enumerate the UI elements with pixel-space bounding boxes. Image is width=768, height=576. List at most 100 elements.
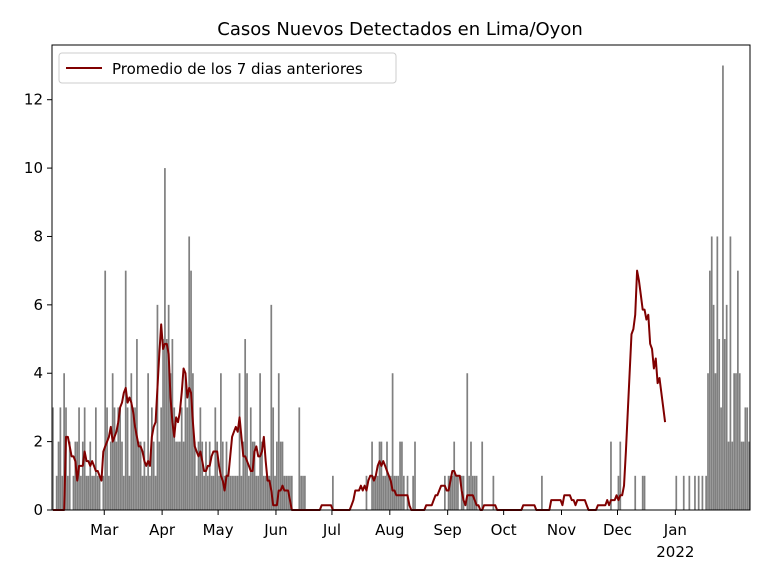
bar xyxy=(98,475,101,510)
bar xyxy=(106,407,108,510)
bar xyxy=(492,475,495,510)
bar xyxy=(173,407,176,510)
bar xyxy=(214,407,217,510)
bar xyxy=(229,475,232,510)
x-tick-label: Oct xyxy=(491,521,517,539)
bar xyxy=(147,373,149,510)
y-axis: 0 2 4 6 8 10 12 xyxy=(24,91,52,519)
bar xyxy=(121,441,123,510)
bar xyxy=(195,475,198,510)
bar xyxy=(457,475,459,510)
x-year-label: 2022 xyxy=(656,543,694,561)
bar xyxy=(55,475,58,510)
bar xyxy=(193,441,196,510)
x-tick-label: Jan xyxy=(663,521,687,539)
bar xyxy=(251,441,254,510)
bar xyxy=(141,475,144,510)
bar xyxy=(115,441,118,510)
bar xyxy=(122,475,125,510)
bar xyxy=(731,441,734,510)
bar xyxy=(406,475,409,510)
bar xyxy=(164,168,166,510)
bar xyxy=(231,475,233,510)
bar xyxy=(746,407,749,510)
bar xyxy=(119,407,121,510)
bar xyxy=(444,475,446,510)
bar xyxy=(192,373,194,510)
bar xyxy=(414,441,416,510)
bar xyxy=(279,441,282,510)
bar xyxy=(744,407,747,510)
bar xyxy=(113,407,116,510)
bar xyxy=(132,407,135,510)
bar xyxy=(160,407,163,510)
bar xyxy=(220,373,222,510)
bar xyxy=(276,441,278,510)
bar xyxy=(240,475,243,510)
y-tick-label: 8 xyxy=(33,227,43,245)
bar xyxy=(178,441,181,510)
bar xyxy=(727,441,730,510)
bar xyxy=(373,475,375,510)
bar xyxy=(402,475,405,510)
bar xyxy=(162,339,164,510)
bar xyxy=(688,475,691,510)
bar xyxy=(610,441,612,510)
bar xyxy=(244,339,247,510)
bar xyxy=(737,270,739,510)
bar xyxy=(481,441,484,510)
bar xyxy=(248,475,250,510)
bar xyxy=(740,441,743,510)
y-tick-label: 10 xyxy=(24,159,43,177)
bar xyxy=(227,475,230,510)
bar xyxy=(61,475,64,510)
bar xyxy=(109,441,112,510)
bar xyxy=(716,236,719,510)
bar xyxy=(81,441,84,510)
bar xyxy=(277,373,280,510)
bar xyxy=(705,475,707,510)
bar xyxy=(710,236,713,510)
bar xyxy=(203,475,205,510)
bar xyxy=(290,475,293,510)
bar xyxy=(78,407,80,510)
bar xyxy=(87,475,90,510)
bar xyxy=(182,441,185,510)
bar xyxy=(149,475,151,510)
x-tick-label: Apr xyxy=(149,521,176,539)
chart-title: Casos Nuevos Detectados en Lima/Oyon xyxy=(217,19,583,40)
bar xyxy=(261,441,263,510)
bar xyxy=(365,475,368,510)
bar xyxy=(57,441,60,510)
bar xyxy=(117,407,120,510)
bar xyxy=(470,441,472,510)
bar xyxy=(253,441,256,510)
bar xyxy=(722,65,724,510)
x-tick-label: Nov xyxy=(547,521,576,539)
bar xyxy=(462,475,465,510)
bar xyxy=(128,475,131,510)
bar xyxy=(675,475,678,510)
bar xyxy=(386,441,388,510)
x-axis: Mar Apr May Jun Jul Aug Sep Oct Nov Dec Jan xyxy=(90,510,687,539)
bar xyxy=(126,407,129,510)
bar xyxy=(246,373,248,510)
bar xyxy=(96,475,99,510)
bar xyxy=(619,441,622,510)
bar xyxy=(401,441,403,510)
bar xyxy=(468,475,470,510)
bar xyxy=(382,475,385,510)
bar xyxy=(238,373,241,510)
bar xyxy=(210,475,213,510)
bar xyxy=(95,407,97,510)
bar xyxy=(451,475,454,510)
bar xyxy=(707,373,709,510)
bar xyxy=(748,441,750,510)
bar xyxy=(223,475,226,510)
bar xyxy=(158,441,161,510)
bar xyxy=(199,407,202,510)
bar xyxy=(374,475,377,510)
bar xyxy=(89,441,92,510)
bar xyxy=(466,373,469,510)
bar xyxy=(257,475,260,510)
